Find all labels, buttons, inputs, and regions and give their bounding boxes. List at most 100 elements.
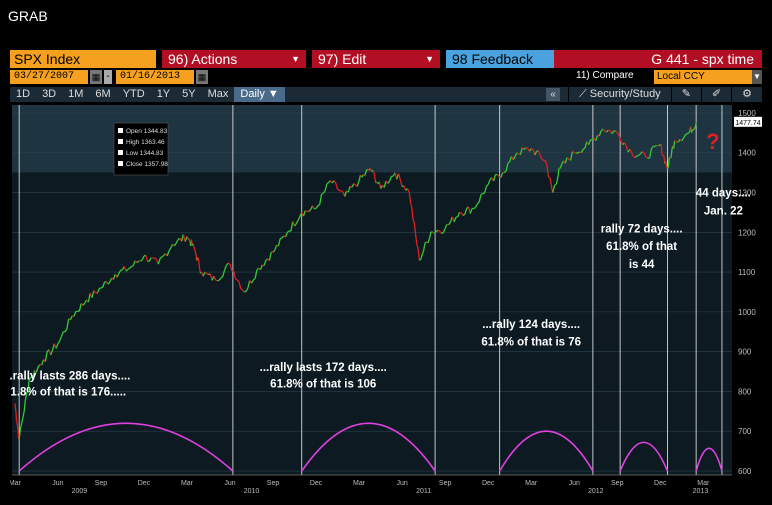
period-max[interactable]: Max — [207, 88, 229, 100]
annotate-icon[interactable]: ✎ — [670, 87, 701, 102]
price-segment — [340, 190, 344, 193]
function-title: G 441 - spx time — [554, 50, 762, 68]
year-label: 2013 — [693, 488, 709, 495]
price-segment — [129, 266, 132, 269]
end-date-field[interactable]: 01/16/2013 — [116, 70, 194, 84]
x-tick-label: Jun — [224, 480, 235, 487]
period-3d[interactable]: 3D — [42, 88, 57, 100]
price-segment — [197, 259, 201, 269]
y-tick-label: 1100 — [738, 268, 756, 277]
price-segment — [182, 234, 186, 242]
price-segment — [294, 223, 297, 227]
period-1d[interactable]: 1D — [16, 88, 31, 100]
annotation: ...rally 124 days.... — [482, 319, 580, 331]
price-segment — [580, 148, 584, 153]
price-segment — [638, 153, 641, 156]
price-segment — [18, 428, 22, 440]
price-segment — [435, 229, 439, 233]
price-segment — [629, 148, 633, 154]
price-segment — [556, 175, 559, 181]
price-segment — [145, 254, 149, 262]
price-segment — [64, 328, 68, 333]
feedback-button[interactable]: 98 Feedback — [446, 50, 554, 68]
price-segment — [383, 180, 387, 188]
price-segment — [417, 248, 420, 261]
price-segment — [464, 208, 468, 215]
price-segment — [433, 231, 437, 234]
price-segment — [66, 318, 70, 330]
ohlc-checkbox — [118, 128, 123, 133]
price-segment — [141, 255, 145, 261]
edit-menu[interactable]: 97) Edit ▼ — [312, 50, 440, 68]
price-segment — [667, 157, 670, 167]
x-tick-label: Jun — [396, 480, 407, 487]
frequency-select[interactable]: Daily ▼ — [234, 87, 285, 102]
price-segment — [14, 403, 17, 409]
ohlc-low: Low 1344.83 — [126, 150, 164, 157]
price-segment — [16, 423, 19, 427]
price-segment — [478, 194, 482, 202]
price-segment — [112, 273, 116, 280]
price-segment — [397, 173, 401, 181]
period-ytd[interactable]: YTD — [122, 88, 145, 100]
price-segment — [134, 260, 138, 264]
price-segment — [274, 244, 278, 251]
price-segment — [367, 168, 370, 171]
price-segment — [26, 390, 29, 394]
price-segment — [546, 167, 549, 177]
calendar-icon[interactable]: ▦ — [90, 70, 102, 84]
price-segment — [28, 376, 32, 380]
price-segment — [268, 251, 272, 261]
period-6m[interactable]: 6M — [95, 88, 111, 100]
price-segment — [252, 277, 256, 281]
collapse-icon[interactable]: « — [546, 88, 560, 101]
actions-menu[interactable]: 96) Actions ▼ — [162, 50, 306, 68]
period-5y[interactable]: 5Y — [182, 88, 196, 100]
price-segment — [192, 243, 195, 249]
price-segment — [259, 264, 263, 270]
price-segment — [598, 130, 602, 137]
price-segment — [550, 182, 553, 189]
x-tick-label: Sep — [439, 480, 452, 487]
security-study-button[interactable]: ⟋ Security/Study — [568, 87, 671, 102]
price-segment — [159, 256, 163, 259]
price-segment — [406, 188, 410, 193]
price-segment — [683, 134, 686, 139]
price-segment — [614, 130, 618, 134]
price-segment — [91, 290, 95, 298]
security-field[interactable]: SPX Index — [10, 50, 156, 68]
period-1m[interactable]: 1M — [68, 88, 84, 100]
ohlc-checkbox — [118, 139, 123, 144]
price-segment — [541, 158, 545, 162]
price-segment — [60, 331, 64, 337]
chevron-down-icon: ▼ — [291, 54, 300, 64]
price-segment — [378, 181, 382, 189]
chevron-down-icon[interactable]: ▼ — [752, 70, 762, 84]
price-segment — [102, 282, 106, 288]
start-date-field[interactable]: 03/27/2007 — [10, 70, 88, 84]
price-segment — [408, 192, 412, 204]
currency-select[interactable]: Local CCY — [654, 70, 752, 84]
price-segment — [604, 130, 607, 133]
period-1y[interactable]: 1Y — [156, 88, 171, 100]
price-segment — [686, 132, 690, 135]
price-segment — [213, 275, 217, 281]
price-segment — [692, 128, 695, 131]
price-segment — [73, 311, 77, 317]
price-segment — [44, 351, 48, 362]
price-segment — [37, 364, 41, 368]
price-segment — [640, 151, 643, 155]
price-segment — [422, 242, 426, 251]
price-segment — [35, 366, 39, 373]
edit-chart-icon[interactable]: ✐ — [700, 87, 731, 102]
price-segment — [457, 212, 461, 218]
price-segment — [544, 160, 548, 165]
price-segment — [123, 266, 127, 272]
price-segment — [446, 223, 449, 226]
gear-icon[interactable]: ⚙ — [731, 87, 762, 102]
compare-button[interactable]: 11) Compare — [576, 70, 634, 81]
price-segment — [545, 164, 548, 169]
price-segment — [618, 135, 622, 142]
calendar-icon[interactable]: ▦ — [196, 70, 208, 84]
price-segment — [441, 232, 444, 235]
